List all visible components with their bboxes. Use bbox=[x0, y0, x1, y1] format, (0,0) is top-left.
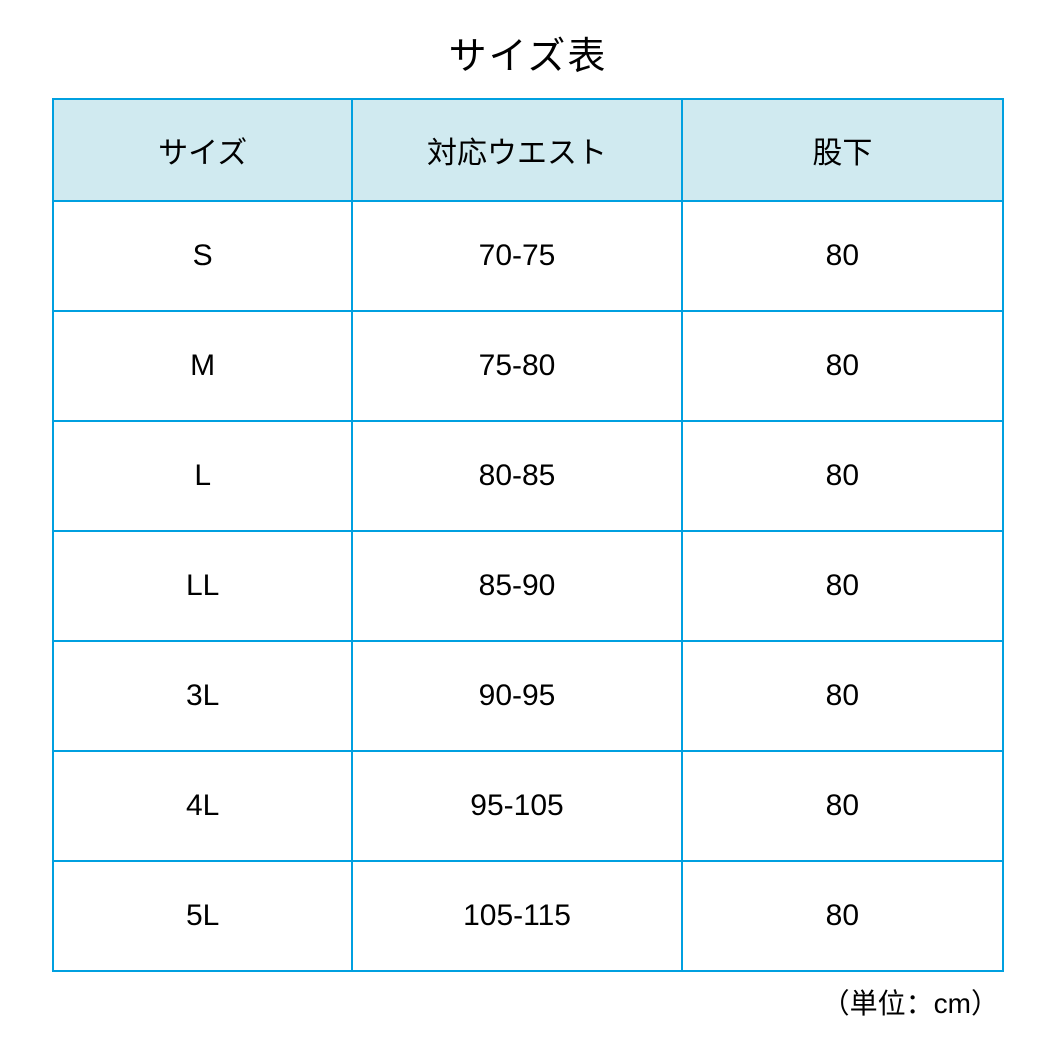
table-header-row: サイズ 対応ウエスト 股下 bbox=[53, 99, 1003, 201]
cell-size: 4L bbox=[53, 751, 352, 861]
size-table: サイズ 対応ウエスト 股下 S 70-75 80 M 75-80 80 L 80… bbox=[52, 98, 1004, 972]
cell-inseam: 80 bbox=[682, 421, 1003, 531]
cell-size: LL bbox=[53, 531, 352, 641]
header-inseam: 股下 bbox=[682, 99, 1003, 201]
cell-waist: 70-75 bbox=[352, 201, 681, 311]
cell-waist: 90-95 bbox=[352, 641, 681, 751]
cell-size: S bbox=[53, 201, 352, 311]
unit-note: （単位：cm） bbox=[52, 982, 1004, 1022]
cell-size: 5L bbox=[53, 861, 352, 971]
cell-waist: 80-85 bbox=[352, 421, 681, 531]
cell-waist: 105-115 bbox=[352, 861, 681, 971]
table-row: 5L 105-115 80 bbox=[53, 861, 1003, 971]
header-size: サイズ bbox=[53, 99, 352, 201]
cell-inseam: 80 bbox=[682, 201, 1003, 311]
header-waist: 対応ウエスト bbox=[352, 99, 681, 201]
table-row: M 75-80 80 bbox=[53, 311, 1003, 421]
cell-size: 3L bbox=[53, 641, 352, 751]
table-row: S 70-75 80 bbox=[53, 201, 1003, 311]
cell-inseam: 80 bbox=[682, 751, 1003, 861]
cell-inseam: 80 bbox=[682, 311, 1003, 421]
cell-size: M bbox=[53, 311, 352, 421]
table-row: LL 85-90 80 bbox=[53, 531, 1003, 641]
cell-waist: 85-90 bbox=[352, 531, 681, 641]
cell-size: L bbox=[53, 421, 352, 531]
cell-inseam: 80 bbox=[682, 531, 1003, 641]
table-row: 4L 95-105 80 bbox=[53, 751, 1003, 861]
cell-waist: 95-105 bbox=[352, 751, 681, 861]
table-row: L 80-85 80 bbox=[53, 421, 1003, 531]
cell-waist: 75-80 bbox=[352, 311, 681, 421]
cell-inseam: 80 bbox=[682, 641, 1003, 751]
table-title: サイズ表 bbox=[449, 25, 608, 80]
cell-inseam: 80 bbox=[682, 861, 1003, 971]
table-row: 3L 90-95 80 bbox=[53, 641, 1003, 751]
